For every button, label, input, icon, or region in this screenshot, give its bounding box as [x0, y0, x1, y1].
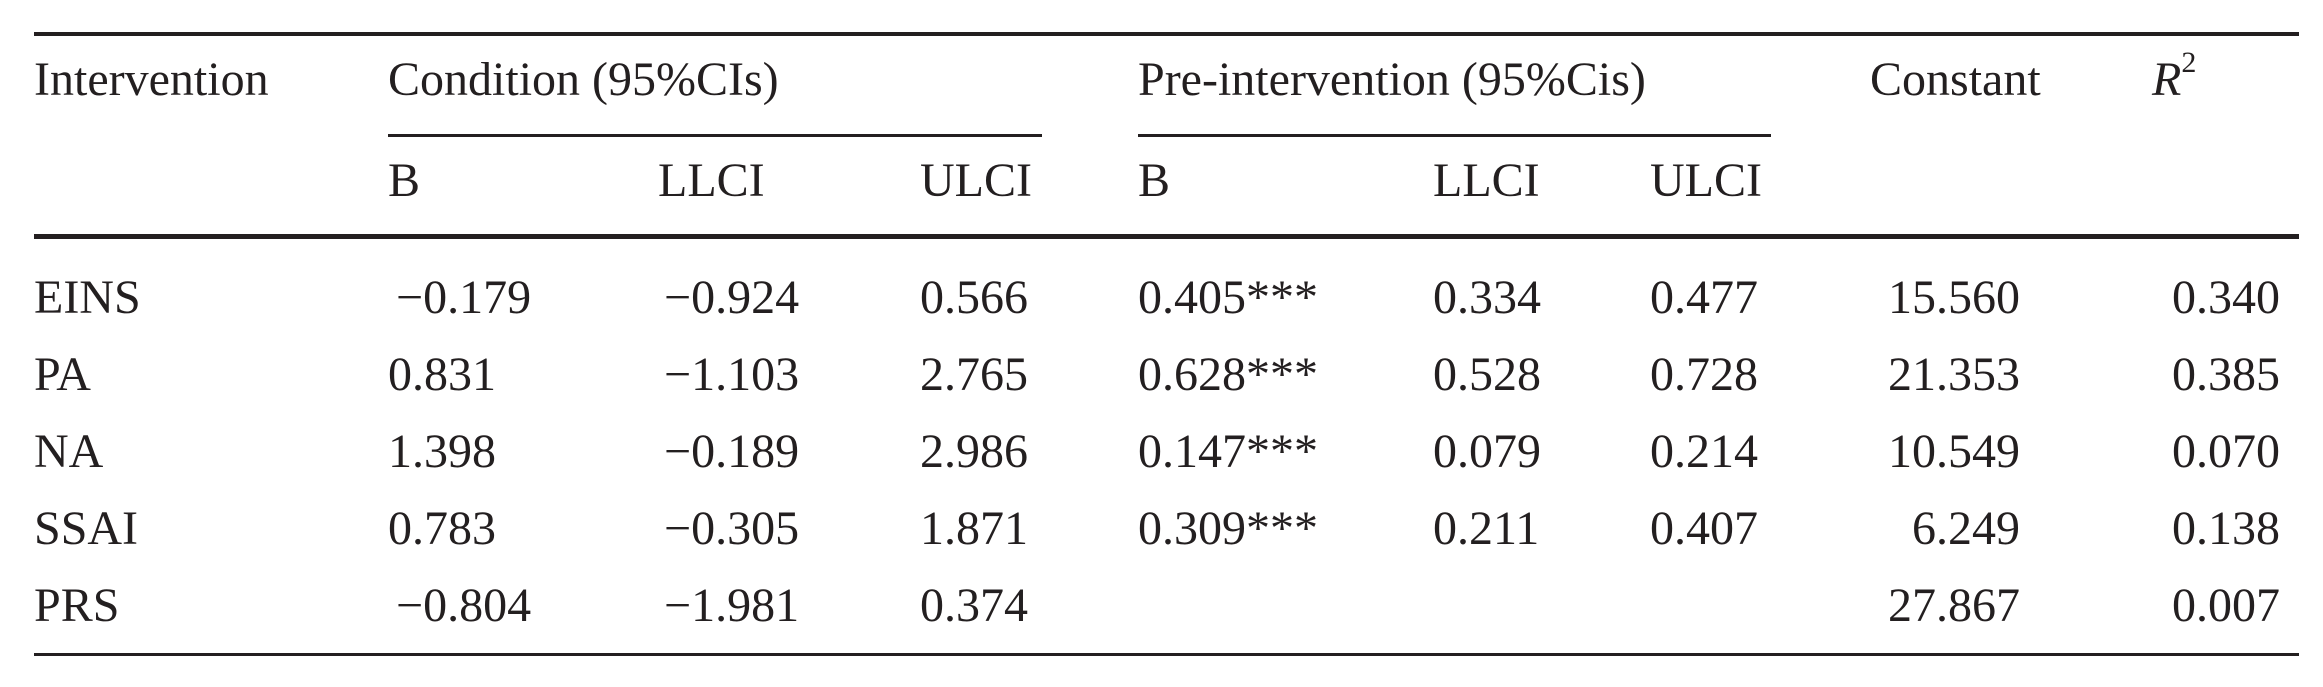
cell-condition-llci: −0.924 [664, 271, 800, 324]
subheader-pre-llci: LLCI [1433, 154, 1540, 207]
header-r-squared: R2 [2152, 48, 2196, 106]
condition-group-rule [388, 134, 1042, 137]
cell-condition-b: 1.398 [388, 425, 496, 478]
cell-condition-ulci: 1.871 [920, 502, 1028, 555]
subheader-condition-b: B [388, 154, 421, 207]
cell-pre-llci: 0.334 [1433, 271, 1541, 324]
subheader-condition-ulci: ULCI [920, 154, 1032, 207]
cell-pre-b: 0.405*** [1138, 271, 1318, 324]
r-squared-exponent: 2 [2181, 46, 2197, 79]
cell-condition-ulci: 2.765 [920, 348, 1028, 401]
cell-condition-llci: −0.305 [664, 502, 800, 555]
header-condition-group: Condition (95%CIs) [388, 53, 779, 106]
cell-constant: 21.353 [1888, 348, 2020, 401]
cell-r-squared: 0.007 [2172, 579, 2280, 632]
cell-pre-ulci: 0.407 [1650, 502, 1758, 555]
header-constant: Constant [1870, 53, 2041, 106]
cell-constant: 10.549 [1888, 425, 2020, 478]
header-intervention: Intervention [34, 53, 269, 106]
row-label: PRS [34, 579, 120, 632]
cell-pre-b: 0.147*** [1138, 425, 1318, 478]
cell-pre-llci: 0.528 [1433, 348, 1541, 401]
cell-pre-b: 0.628*** [1138, 348, 1318, 401]
cell-constant: 15.560 [1888, 271, 2020, 324]
cell-pre-llci: 0.211 [1433, 502, 1540, 555]
cell-pre-llci: 0.079 [1433, 425, 1541, 478]
header-pre-intervention-group: Pre-intervention (95%Cis) [1138, 53, 1646, 106]
subheader-condition-llci: LLCI [658, 154, 765, 207]
r-squared-base: R [2152, 53, 2182, 106]
cell-condition-llci: −0.189 [664, 425, 800, 478]
cell-condition-b: 0.831 [388, 348, 496, 401]
cell-pre-b: 0.309*** [1138, 502, 1318, 555]
row-label: NA [34, 425, 104, 478]
cell-condition-b: 0.783 [388, 502, 496, 555]
row-label: SSAI [34, 502, 139, 555]
header-bottom-rule [34, 234, 2299, 239]
cell-r-squared: 0.385 [2172, 348, 2280, 401]
subheader-pre-ulci: ULCI [1650, 154, 1762, 207]
subheader-pre-b: B [1138, 154, 1171, 207]
cell-r-squared: 0.340 [2172, 271, 2280, 324]
cell-r-squared: 0.070 [2172, 425, 2280, 478]
top-rule [34, 32, 2299, 36]
cell-condition-b: −0.804 [396, 579, 532, 632]
cell-pre-ulci: 0.477 [1650, 271, 1758, 324]
cell-r-squared: 0.138 [2172, 502, 2280, 555]
cell-condition-ulci: 0.374 [920, 579, 1028, 632]
row-label: PA [34, 348, 91, 401]
cell-constant: 27.867 [1888, 579, 2020, 632]
cell-condition-llci: −1.103 [664, 348, 800, 401]
bottom-rule [34, 653, 2299, 656]
row-label: EINS [34, 271, 141, 324]
cell-condition-ulci: 2.986 [920, 425, 1028, 478]
cell-condition-ulci: 0.566 [920, 271, 1028, 324]
pre-group-rule [1138, 134, 1771, 137]
cell-constant: 6.249 [1912, 502, 2020, 555]
cell-condition-llci: −1.981 [664, 579, 800, 632]
cell-pre-ulci: 0.214 [1650, 425, 1758, 478]
cell-pre-ulci: 0.728 [1650, 348, 1758, 401]
cell-condition-b: −0.179 [396, 271, 532, 324]
